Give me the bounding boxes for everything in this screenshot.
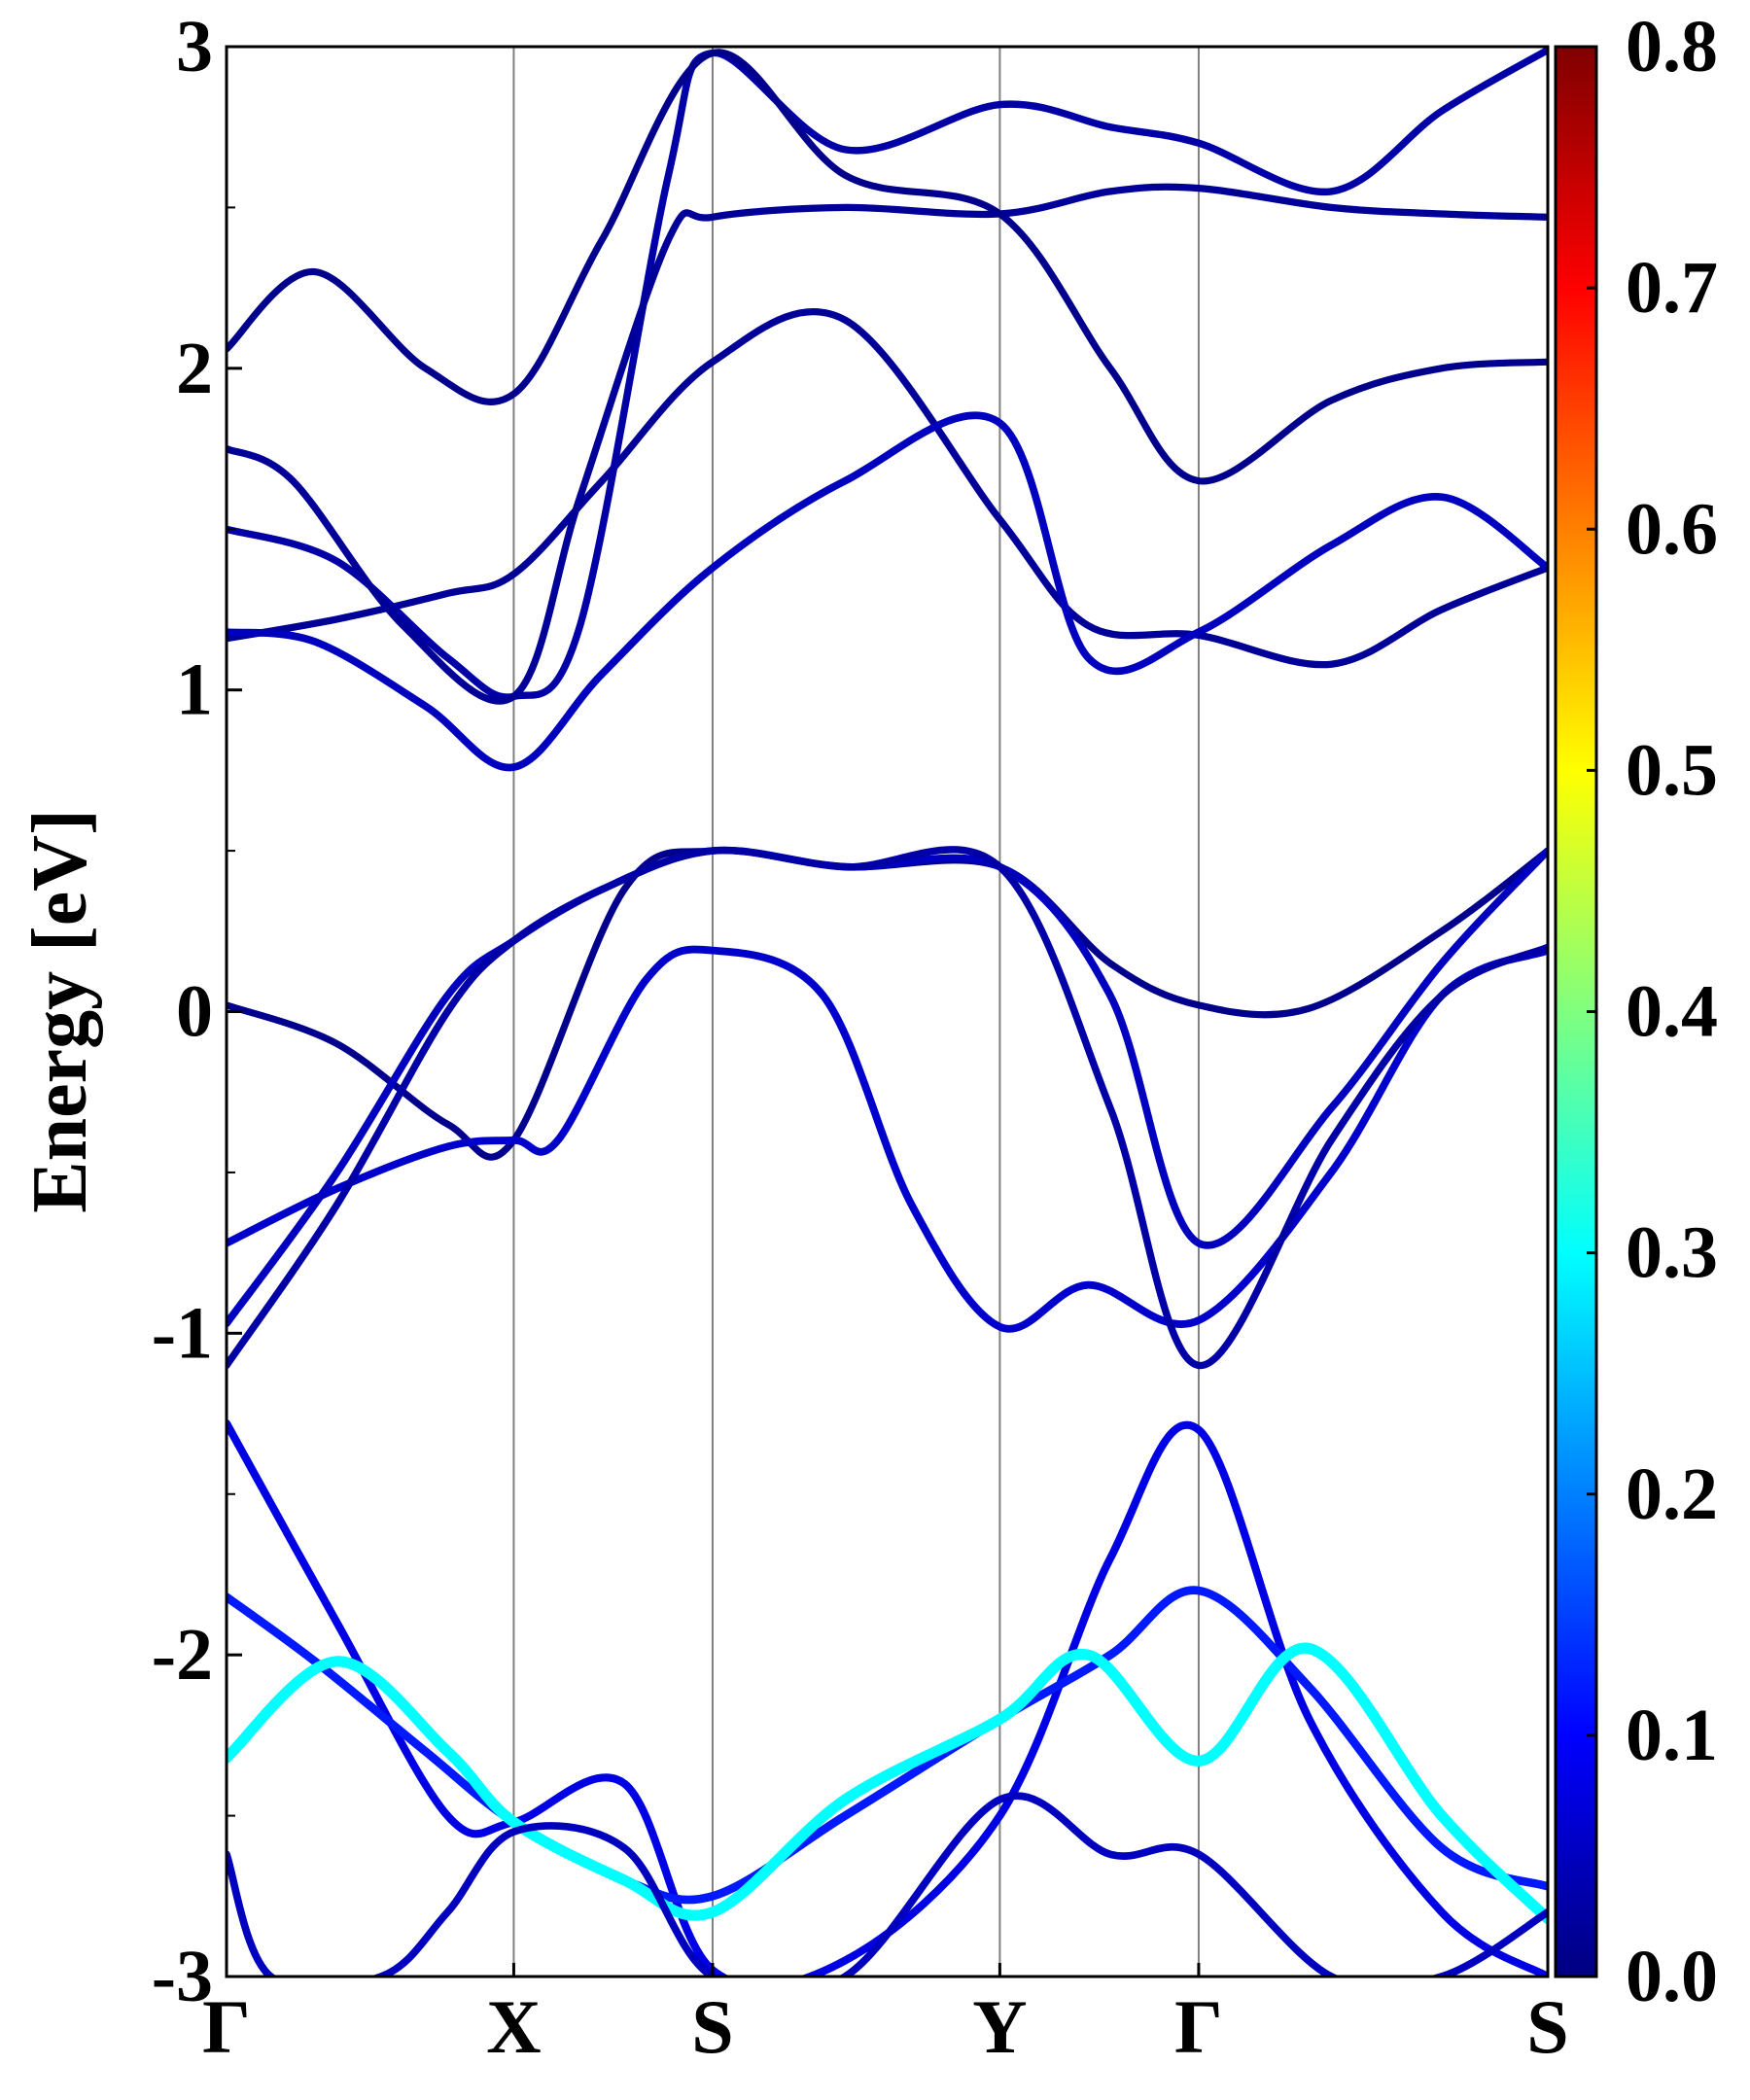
band-d1 — [227, 1418, 1548, 1977]
colorbar-tick-label: 0.1 — [1626, 1695, 1718, 1776]
colorbar-axis: 0.0 0.1 0.2 0.3 0.4 0.5 0.6 0.7 0.8 — [1587, 6, 1718, 2017]
colorbar-tick-label: 0.8 — [1626, 6, 1718, 88]
y-tick-label: 1 — [176, 649, 213, 731]
colorbar-tick-label: 0.2 — [1626, 1453, 1718, 1535]
colorbar-tick-label: 0.7 — [1626, 247, 1718, 329]
kpoint-label: Y — [972, 1984, 1027, 2069]
band-v2 — [227, 945, 1548, 1333]
colorbar-tick-label: 0.0 — [1626, 1936, 1718, 2017]
kpoint-lines — [512, 47, 1200, 1977]
y-tick-label: -3 — [152, 1936, 213, 2017]
band-lines — [227, 47, 1548, 1977]
band-v3 — [227, 846, 1548, 1328]
y-axis-title: Energy [eV] — [18, 809, 103, 1212]
band-d2 — [227, 1586, 1548, 1905]
y-tick-label: 2 — [176, 328, 213, 409]
y-axis: 3 2 1 0 -1 -2 -3 — [152, 6, 242, 2017]
band-c4 — [227, 183, 1548, 705]
kpoint-label: Γ — [202, 1984, 251, 2069]
band-d4 — [227, 1792, 1548, 1977]
kpoint-label: Γ — [1174, 1984, 1223, 2069]
colorbar-tick-label: 0.3 — [1626, 1212, 1718, 1294]
band-c2 — [227, 411, 1548, 772]
kpoint-label: X — [486, 1984, 541, 2069]
y-tick-label: -1 — [152, 1292, 213, 1374]
y-tick-label: 3 — [176, 6, 213, 88]
kpoint-label: S — [1526, 1984, 1568, 2069]
colorbar-tick-label: 0.5 — [1626, 729, 1718, 811]
band-v4 — [227, 846, 1548, 1370]
band-c1 — [227, 307, 1548, 669]
colorbar-tick-label: 0.4 — [1626, 971, 1718, 1053]
y-tick-label: 0 — [176, 971, 213, 1053]
y-tick-label: -2 — [152, 1614, 213, 1696]
colorbar-tick-label: 0.6 — [1626, 488, 1718, 570]
band-c5 — [227, 49, 1548, 485]
kpoint-label: S — [691, 1984, 733, 2069]
band-d3 — [227, 1642, 1548, 1925]
